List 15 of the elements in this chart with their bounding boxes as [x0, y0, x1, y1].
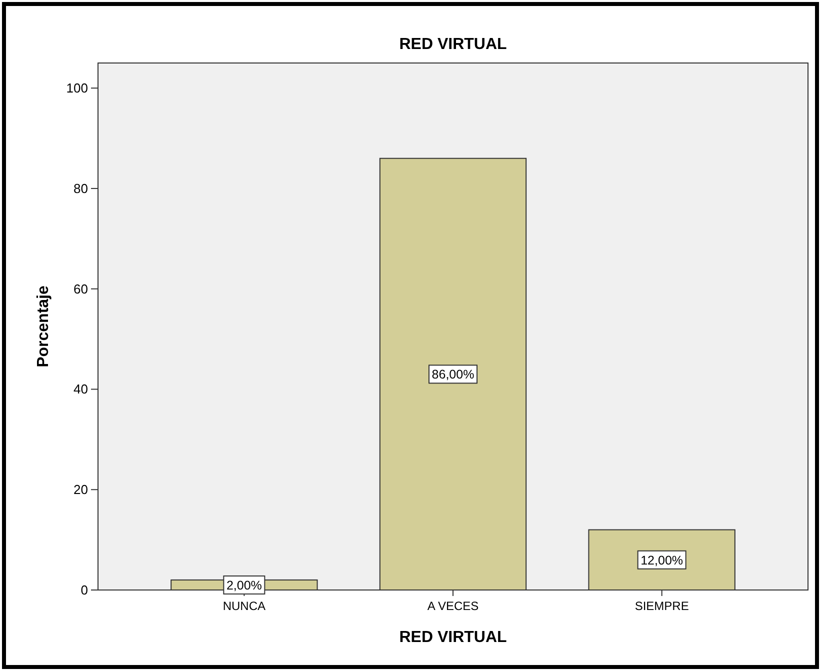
data-label: 86,00% — [432, 368, 474, 382]
y-tick-label: 20 — [74, 482, 88, 498]
y-tick-label: 60 — [74, 281, 88, 296]
chart-title: RED VIRTUAL — [399, 36, 507, 53]
y-tick-label: 0 — [80, 582, 88, 598]
data-label: 12,00% — [640, 553, 684, 568]
x-tick-label: NUNCA — [222, 599, 266, 613]
data-label: 2,00% — [226, 578, 262, 592]
x-axis-title: RED VIRTUAL — [399, 629, 507, 646]
x-tick-label: SIEMPRE — [634, 599, 689, 613]
x-tick-label: A VECES — [427, 599, 479, 613]
y-axis-title: Porcentaje — [35, 285, 52, 368]
y-tick-label: 100 — [66, 80, 88, 96]
y-tick-label: 40 — [74, 382, 88, 397]
y-tick-label: 80 — [74, 180, 88, 196]
